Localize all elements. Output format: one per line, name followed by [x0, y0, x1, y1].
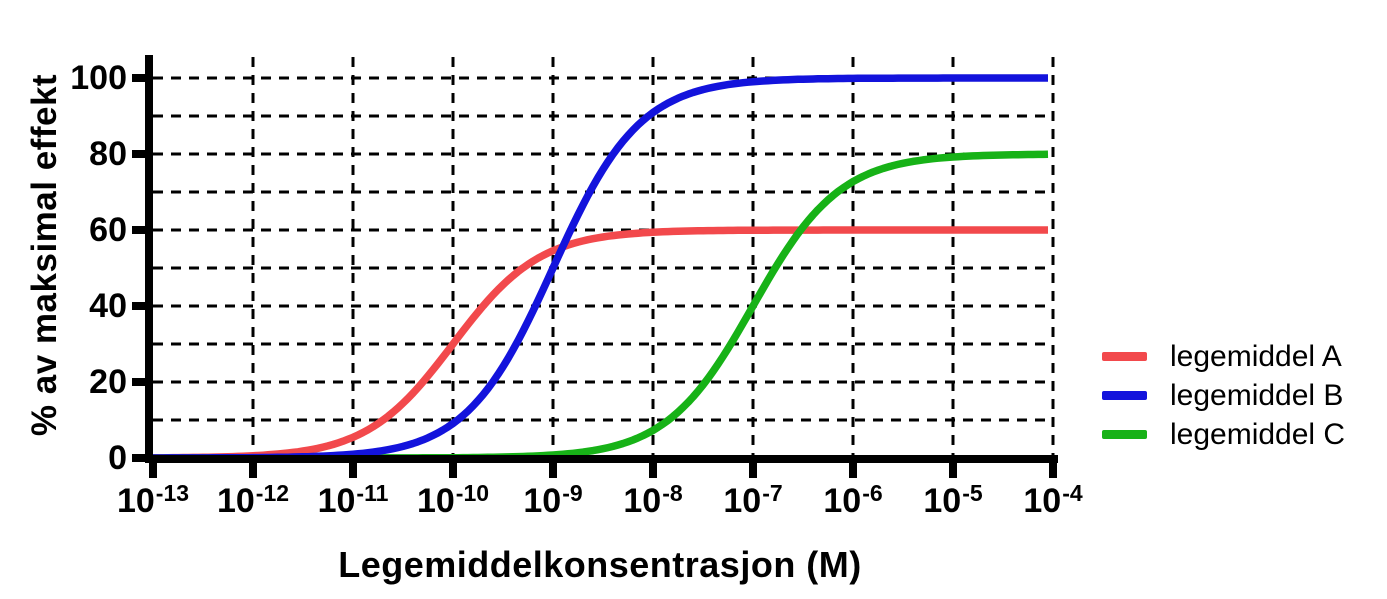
y-tick [132, 454, 145, 462]
x-tick-label: 10-13 [117, 480, 189, 520]
legend: legemiddel A legemiddel B legemiddel C [1102, 340, 1345, 451]
x-tick-label: 10-11 [318, 480, 389, 520]
y-tick-label: 60 [89, 211, 127, 249]
x-tick-label: 10-8 [623, 480, 682, 520]
x-tick [549, 463, 557, 478]
curve-legemiddel-A [152, 226, 1048, 462]
legend-swatch [1102, 391, 1147, 400]
x-tick-label: 10-10 [417, 480, 489, 520]
x-tick [249, 463, 257, 478]
y-tick [132, 378, 145, 386]
x-axis-title: Legemiddelkonsentrasjon (M) [338, 544, 862, 585]
y-axis-title: % av maksimal effekt [25, 73, 64, 437]
x-tick [949, 463, 957, 478]
x-tick [649, 463, 657, 478]
x-tick-label: 10-12 [217, 480, 289, 520]
x-tick-label: 10-9 [523, 480, 582, 520]
x-tick-label: 10-5 [923, 480, 982, 520]
y-tick-label: 80 [89, 135, 127, 173]
y-axis-spine [145, 55, 153, 463]
x-tick-label: 10-6 [823, 480, 882, 520]
x-tick [149, 463, 157, 478]
y-tick-label: 40 [89, 287, 127, 325]
y-tick-label: 100 [70, 59, 127, 97]
legend-item: legemiddel B [1102, 379, 1345, 412]
y-tick-label: 0 [108, 439, 127, 477]
x-tick-label: 10-4 [1023, 480, 1082, 520]
legend-label: legemiddel B [1170, 378, 1344, 412]
y-tick [132, 150, 145, 158]
x-tick [449, 463, 457, 478]
x-tick [1049, 463, 1057, 478]
legend-swatch [1102, 430, 1147, 439]
x-tick-label: 10-7 [723, 480, 782, 520]
x-tick [349, 463, 357, 478]
y-tick [132, 302, 145, 310]
x-tick [749, 463, 757, 478]
legend-swatch [1102, 352, 1147, 361]
legend-item: legemiddel C [1102, 418, 1345, 451]
legend-label: legemiddel A [1170, 339, 1342, 373]
legend-item: legemiddel A [1102, 340, 1345, 373]
legend-label: legemiddel C [1170, 417, 1346, 451]
x-axis-spine [145, 455, 1058, 463]
y-tick-label: 20 [89, 363, 127, 401]
x-tick [849, 463, 857, 478]
y-tick [132, 226, 145, 234]
y-tick [132, 74, 145, 82]
